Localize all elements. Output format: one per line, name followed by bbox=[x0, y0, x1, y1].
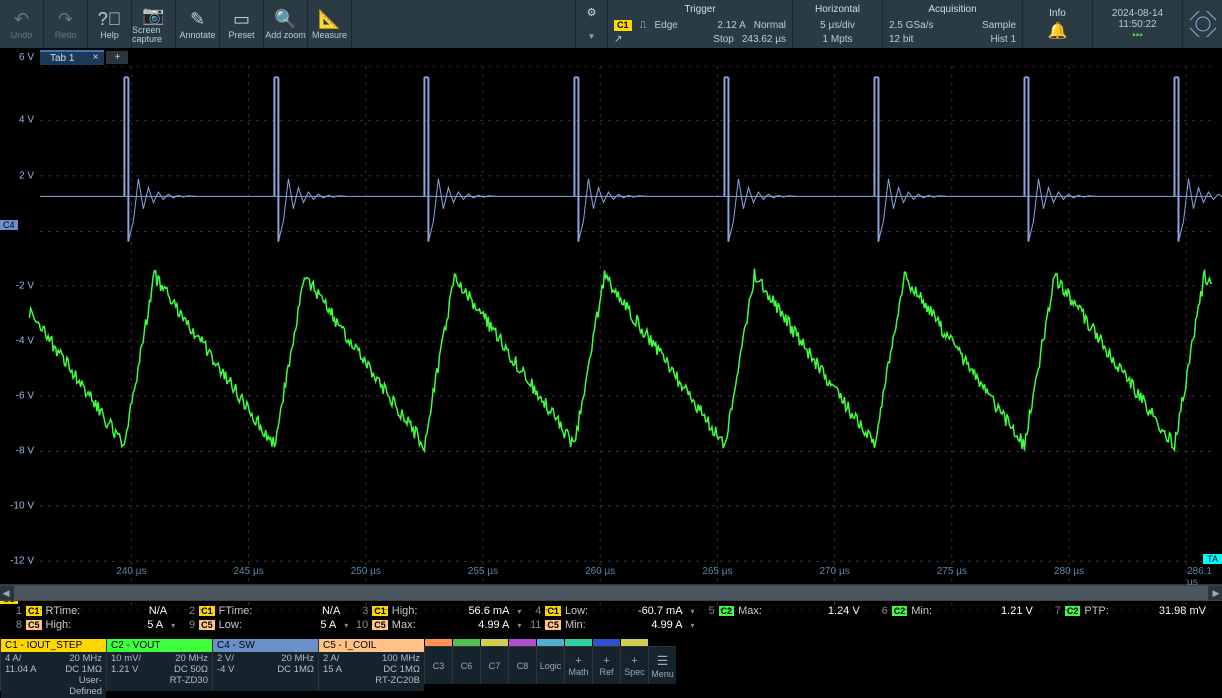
addzoom-button[interactable]: 🔍Add zoom bbox=[264, 0, 308, 48]
color-swatch bbox=[424, 639, 452, 646]
x-tick-label: 255 µs bbox=[468, 566, 498, 577]
channel-box-c5[interactable]: C5 - I_COIL2 A/15 A100 MHzDC 1MΩRT-ZC20B bbox=[318, 639, 424, 691]
footer-button-math[interactable]: +Math bbox=[564, 646, 592, 684]
tab-bar: 6 V Tab 1× + bbox=[0, 48, 1222, 66]
measurement-11[interactable]: 11C5Min:4.99 A▾ bbox=[527, 619, 694, 631]
measure-button[interactable]: 📐Measure bbox=[308, 0, 352, 48]
color-swatch bbox=[592, 639, 620, 646]
ta-marker[interactable]: TA bbox=[1203, 554, 1222, 564]
tab-1[interactable]: Tab 1× bbox=[40, 50, 104, 65]
footer-button-ref[interactable]: +Ref bbox=[592, 646, 620, 684]
datetime-panel: 2024-08-14 11:50:22 ▪▪▪ bbox=[1092, 0, 1182, 48]
measurement-10[interactable]: 10C5Max:4.99 A▾ bbox=[354, 619, 521, 631]
y-axis-labels: 4 V 2 V -2 V -4 V -6 V -8 V -10 V -12 V bbox=[0, 66, 40, 584]
scroll-thumb[interactable] bbox=[14, 586, 1208, 600]
scroll-right-icon[interactable]: ▶ bbox=[1210, 586, 1222, 600]
undo-icon: ↶ bbox=[14, 8, 29, 30]
color-swatch bbox=[480, 639, 508, 646]
tab-close-icon[interactable]: × bbox=[93, 52, 99, 63]
x-tick-label: 270 µs bbox=[819, 566, 849, 577]
camera-icon: 📷 bbox=[142, 4, 164, 26]
y-tick-label: -6 V bbox=[16, 390, 34, 401]
acquisition-panel[interactable]: Acquisition 2.5 GSa/sSample 12 bitHist 1 bbox=[882, 0, 1022, 48]
zoom-icon: 🔍 bbox=[274, 8, 296, 30]
channel-badge: C5 bbox=[545, 620, 561, 630]
settings-column: ⚙ ▾ bbox=[575, 0, 607, 48]
redo-icon: ↷ bbox=[58, 8, 73, 30]
x-tick-label: 250 µs bbox=[351, 566, 381, 577]
footer-button-c3[interactable]: C3 bbox=[424, 646, 452, 684]
channel-box-c2[interactable]: C2 - VOUT10 mV/1.21 V20 MHzDC 50ΩRT-ZD30 bbox=[106, 639, 212, 691]
footer-button-menu[interactable]: ☰Menu bbox=[648, 646, 676, 684]
x-tick-label: 275 µs bbox=[937, 566, 967, 577]
timeline-scrollbar[interactable]: ◀ ▶ bbox=[0, 585, 1222, 601]
y-tick-label: -4 V bbox=[16, 336, 34, 347]
y-axis-top-label: 6 V bbox=[0, 52, 40, 63]
measurement-9[interactable]: 9C5Low:5 A▾ bbox=[181, 619, 348, 631]
redo-button[interactable]: ↷Redo bbox=[44, 0, 88, 48]
color-swatch bbox=[452, 639, 480, 646]
x-tick-label: 240 µs bbox=[116, 566, 146, 577]
footer-button-logic[interactable]: Logic bbox=[536, 646, 564, 684]
ruler-icon: 📐 bbox=[318, 8, 340, 30]
measurement-8[interactable]: 8C5High:5 A▾ bbox=[8, 619, 175, 631]
top-toolbar: ↶Undo ↷Redo ?⃝Help 📷Screen capture ✎Anno… bbox=[0, 0, 1222, 48]
help-button[interactable]: ?⃝Help bbox=[88, 0, 132, 48]
warning-icon: ▾ bbox=[171, 621, 175, 630]
color-swatch bbox=[508, 639, 536, 646]
slope-icon: ↗ bbox=[614, 34, 622, 45]
x-tick-label: 245 µs bbox=[233, 566, 263, 577]
y-tick-label: 2 V bbox=[19, 170, 34, 181]
footer-button-c6[interactable]: C6 bbox=[452, 646, 480, 684]
bell-icon: 🔔 bbox=[1048, 21, 1068, 41]
edge-icon: ⎍ bbox=[640, 20, 647, 31]
undo-button[interactable]: ↶Undo bbox=[0, 0, 44, 48]
channel-marker-c4[interactable]: C4 bbox=[0, 220, 18, 230]
channel-color-strip bbox=[424, 639, 676, 646]
footer-button-c8[interactable]: C8 bbox=[508, 646, 536, 684]
color-swatch bbox=[536, 639, 564, 646]
channel-footer: C1 - IOUT_STEP4 A/11.04 A20 MHzDC 1MΩUse… bbox=[0, 639, 1222, 691]
channel-box-c4[interactable]: C4 - SW2 V/-4 V20 MHzDC 1MΩ bbox=[212, 639, 318, 691]
preset-icon: ▭ bbox=[233, 8, 250, 30]
footer-button-spec[interactable]: +Spec bbox=[620, 646, 648, 684]
info-panel[interactable]: Info 🔔 bbox=[1022, 0, 1092, 48]
scroll-left-icon[interactable]: ◀ bbox=[0, 586, 12, 600]
warning-icon: ▾ bbox=[344, 621, 348, 630]
expand-down-icon[interactable]: ▾ bbox=[589, 31, 594, 42]
x-tick-label: 260 µs bbox=[585, 566, 615, 577]
footer-button-c7[interactable]: C7 bbox=[480, 646, 508, 684]
x-tick-label: 265 µs bbox=[702, 566, 732, 577]
channel-badge: C5 bbox=[199, 620, 215, 630]
y-tick-label: 4 V bbox=[19, 115, 34, 126]
gear-icon[interactable]: ⚙ bbox=[587, 6, 597, 19]
warning-icon: ▾ bbox=[517, 621, 521, 630]
tab-add-button[interactable]: + bbox=[106, 51, 128, 64]
y-tick-label: -10 V bbox=[10, 500, 34, 511]
annotate-button[interactable]: ✎Annotate bbox=[176, 0, 220, 48]
warning-icon: ▾ bbox=[691, 621, 695, 630]
channel-badge: C5 bbox=[372, 620, 388, 630]
help-icon: ?⃝ bbox=[98, 8, 122, 30]
x-axis-labels: 240 µs 245 µs 250 µs 255 µs 260 µs 265 µs 270 … bbox=[40, 566, 1212, 580]
trigger-panel[interactable]: Trigger C1 ⎍ Edge 2.12 A Normal ↗ Stop 2… bbox=[607, 0, 792, 48]
waveform-display[interactable]: 4 V2 V-2 V-4 V-6 V-8 V-10 V-12 V C4C1TA … bbox=[0, 66, 1222, 585]
preset-button[interactable]: ▭Preset bbox=[220, 0, 264, 48]
color-swatch bbox=[620, 639, 648, 646]
channel-box-c1[interactable]: C1 - IOUT_STEP4 A/11.04 A20 MHzDC 1MΩUse… bbox=[0, 639, 106, 691]
y-tick-label: -12 V bbox=[10, 556, 34, 567]
status-ok-icon: ▪▪▪ bbox=[1132, 30, 1143, 41]
y-tick-label: -8 V bbox=[16, 446, 34, 457]
pencil-icon: ✎ bbox=[190, 8, 205, 30]
brand-logo bbox=[1182, 0, 1222, 48]
trigger-source-badge: C1 bbox=[614, 20, 632, 31]
color-swatch bbox=[564, 639, 592, 646]
y-tick-label: -2 V bbox=[16, 280, 34, 291]
waveform-svg bbox=[0, 66, 1222, 610]
horizontal-panel[interactable]: Horizontal 5 µs/div 1 Mpts bbox=[792, 0, 882, 48]
x-tick-label: 280 µs bbox=[1054, 566, 1084, 577]
channel-badge: C5 bbox=[26, 620, 42, 630]
screencapture-button[interactable]: 📷Screen capture bbox=[132, 0, 176, 48]
